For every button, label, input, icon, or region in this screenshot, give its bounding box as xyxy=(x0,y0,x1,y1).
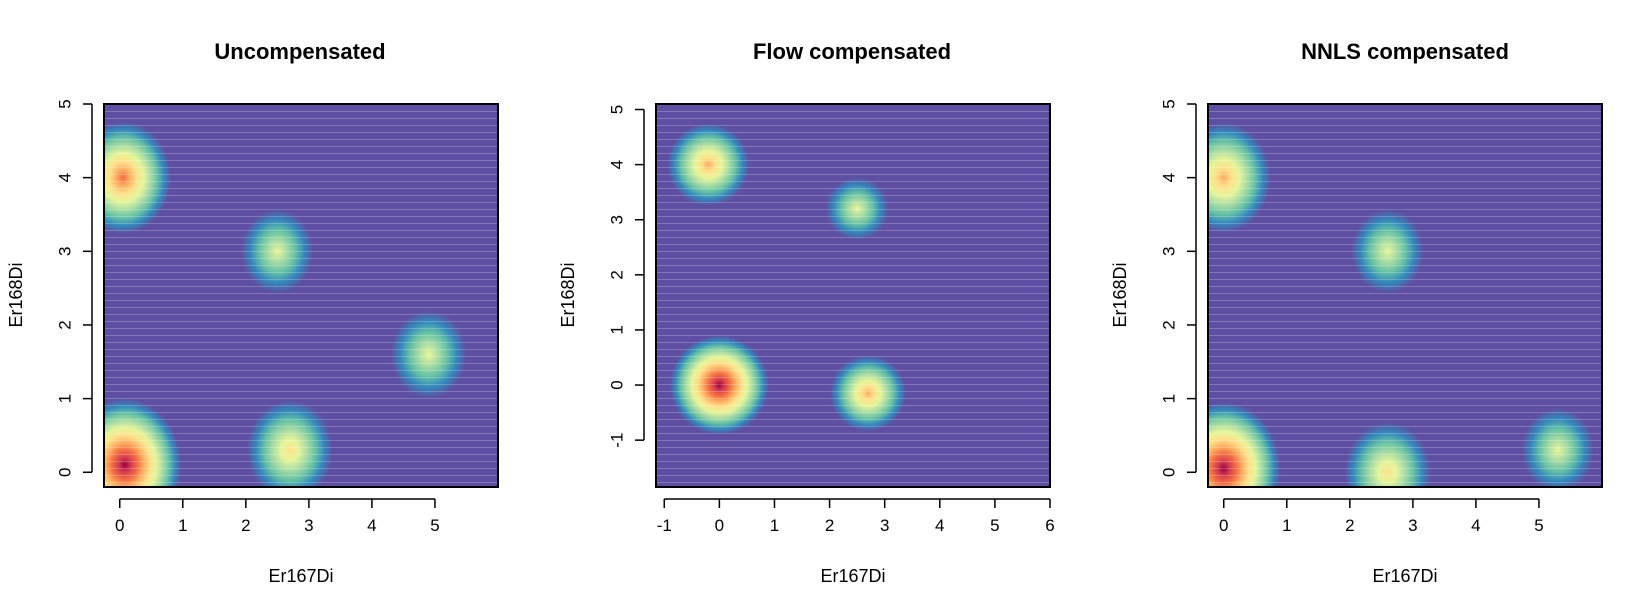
density-plot-area xyxy=(655,103,1051,488)
y-tick-label: 3 xyxy=(1160,247,1179,256)
x-axis: 0 1 2 3 4 5 xyxy=(115,498,440,535)
x-tick-label: 1 xyxy=(178,516,187,535)
y-tick-label: 1 xyxy=(56,394,75,403)
density-plot-area xyxy=(1207,103,1603,488)
chart-title: Uncompensated xyxy=(214,39,385,64)
x-tick-label: 0 xyxy=(715,516,724,535)
x-tick-label: 3 xyxy=(1408,516,1417,535)
x-tick-label: 1 xyxy=(1282,516,1291,535)
y-axis: 0 1 2 3 4 5 xyxy=(56,99,93,477)
y-tick-label: 2 xyxy=(56,320,75,329)
chart-panel-nnls-compensated: NNLS compensated 0 1 2 3 4 5 0 1 2 3 4 5 Er167Di E… xyxy=(1110,39,1603,586)
y-tick-label: 2 xyxy=(1160,320,1179,329)
x-tick-label: 0 xyxy=(1219,516,1228,535)
density-plot-area xyxy=(103,103,499,488)
y-axis: -1 0 1 2 3 4 5 xyxy=(608,105,645,448)
chart-title: NNLS compensated xyxy=(1301,39,1509,64)
x-tick-label: 2 xyxy=(1345,516,1354,535)
x-axis-title: Er167Di xyxy=(820,566,885,586)
x-axis: -1 0 1 2 3 4 5 6 xyxy=(657,498,1055,535)
y-tick-label: 4 xyxy=(1160,173,1179,182)
plot-frame xyxy=(1207,103,1603,488)
y-axis-title: Er168Di xyxy=(558,262,578,327)
chart-panel-uncompensated: Uncompensated 0 1 2 3 4 5 0 1 2 3 4 5 Er167Di Er16… xyxy=(6,39,499,586)
raster-lines xyxy=(656,104,1050,487)
chart-panel-flow-compensated: Flow compensated -1 0 1 2 3 4 5 6 -1 0 1 2 3 4 5 Er16… xyxy=(558,39,1055,586)
x-tick-label: 5 xyxy=(1534,516,1543,535)
y-tick-label: 4 xyxy=(56,173,75,182)
plot-frame xyxy=(655,103,1051,488)
plot-frame xyxy=(103,103,499,488)
y-tick-label: 4 xyxy=(608,160,627,169)
x-axis-title: Er167Di xyxy=(268,566,333,586)
x-tick-label: 6 xyxy=(1045,516,1054,535)
raster-lines xyxy=(104,104,498,487)
y-tick-label: 3 xyxy=(608,215,627,224)
x-tick-label: 1 xyxy=(770,516,779,535)
y-tick-label: 3 xyxy=(56,247,75,256)
x-axis-title: Er167Di xyxy=(1372,566,1437,586)
y-axis: 0 1 2 3 4 5 xyxy=(1160,99,1197,477)
x-tick-label: 4 xyxy=(1471,516,1480,535)
chart-title: Flow compensated xyxy=(753,39,951,64)
x-tick-label: 4 xyxy=(367,516,376,535)
x-tick-label: 2 xyxy=(241,516,250,535)
y-tick-label: 5 xyxy=(56,99,75,108)
x-tick-label: 5 xyxy=(430,516,439,535)
x-tick-label: 5 xyxy=(990,516,999,535)
x-axis: 0 1 2 3 4 5 xyxy=(1219,498,1544,535)
x-tick-label: 3 xyxy=(880,516,889,535)
y-tick-label: 5 xyxy=(608,105,627,114)
y-axis-title: Er168Di xyxy=(6,262,26,327)
x-tick-label: 2 xyxy=(825,516,834,535)
y-tick-label: 1 xyxy=(1160,394,1179,403)
y-axis-title: Er168Di xyxy=(1110,262,1130,327)
y-tick-label: 5 xyxy=(1160,99,1179,108)
y-tick-label: 0 xyxy=(1160,468,1179,477)
x-tick-label: -1 xyxy=(657,516,672,535)
y-tick-label: 2 xyxy=(608,270,627,279)
raster-lines xyxy=(1208,104,1602,487)
x-tick-label: 3 xyxy=(304,516,313,535)
x-tick-label: 0 xyxy=(115,516,124,535)
x-tick-label: 4 xyxy=(935,516,944,535)
y-tick-label: 0 xyxy=(608,380,627,389)
y-tick-label: 0 xyxy=(56,468,75,477)
y-tick-label: 1 xyxy=(608,325,627,334)
y-tick-label: -1 xyxy=(608,433,627,448)
